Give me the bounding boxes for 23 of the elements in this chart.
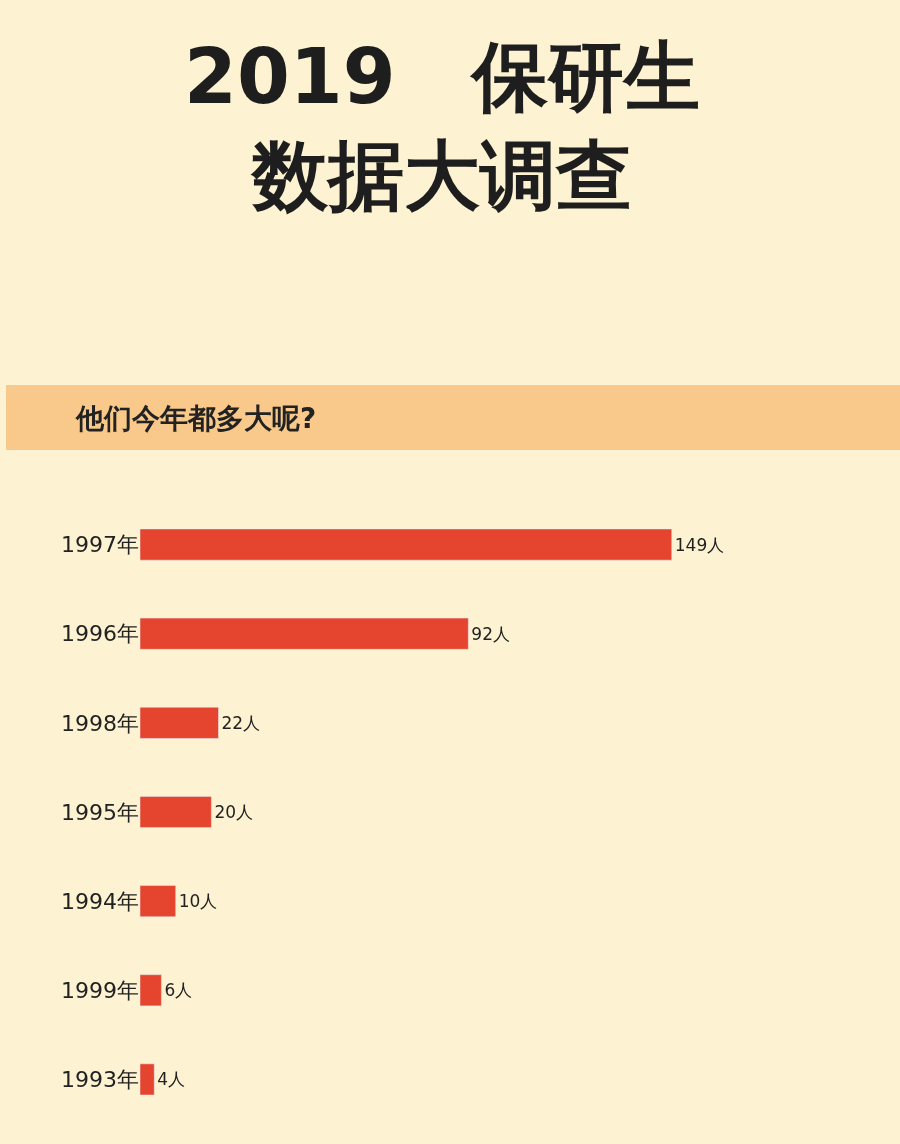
y-tick-label: 1995年 — [61, 799, 139, 825]
y-tick-label: 1993年 — [61, 1067, 139, 1093]
y-tick-label: 1999年 — [61, 977, 139, 1003]
data-label: 4人 — [157, 1069, 186, 1090]
bar — [140, 974, 162, 1007]
bar — [140, 528, 672, 561]
data-label: 6人 — [164, 980, 193, 1001]
bar — [140, 617, 469, 650]
chart-subtitle: 他们今年都多大呢? — [75, 402, 317, 435]
y-tick-label: 1998年 — [61, 710, 139, 736]
y-tick-label: 1996年 — [61, 621, 139, 647]
data-label: 20人 — [214, 802, 254, 822]
data-label: 22人 — [221, 712, 261, 733]
bar — [140, 1063, 155, 1096]
y-tick-label: 1994年 — [61, 888, 139, 914]
bar — [140, 707, 219, 739]
y-tick-label: 1997年 — [61, 532, 139, 558]
data-label: 92人 — [471, 623, 510, 644]
data-label: 10人 — [178, 891, 218, 912]
bar — [140, 885, 176, 917]
chart-title: 2019 保研生数据大调查 — [184, 32, 700, 220]
data-label: 149人 — [674, 534, 725, 555]
bar — [140, 796, 212, 828]
